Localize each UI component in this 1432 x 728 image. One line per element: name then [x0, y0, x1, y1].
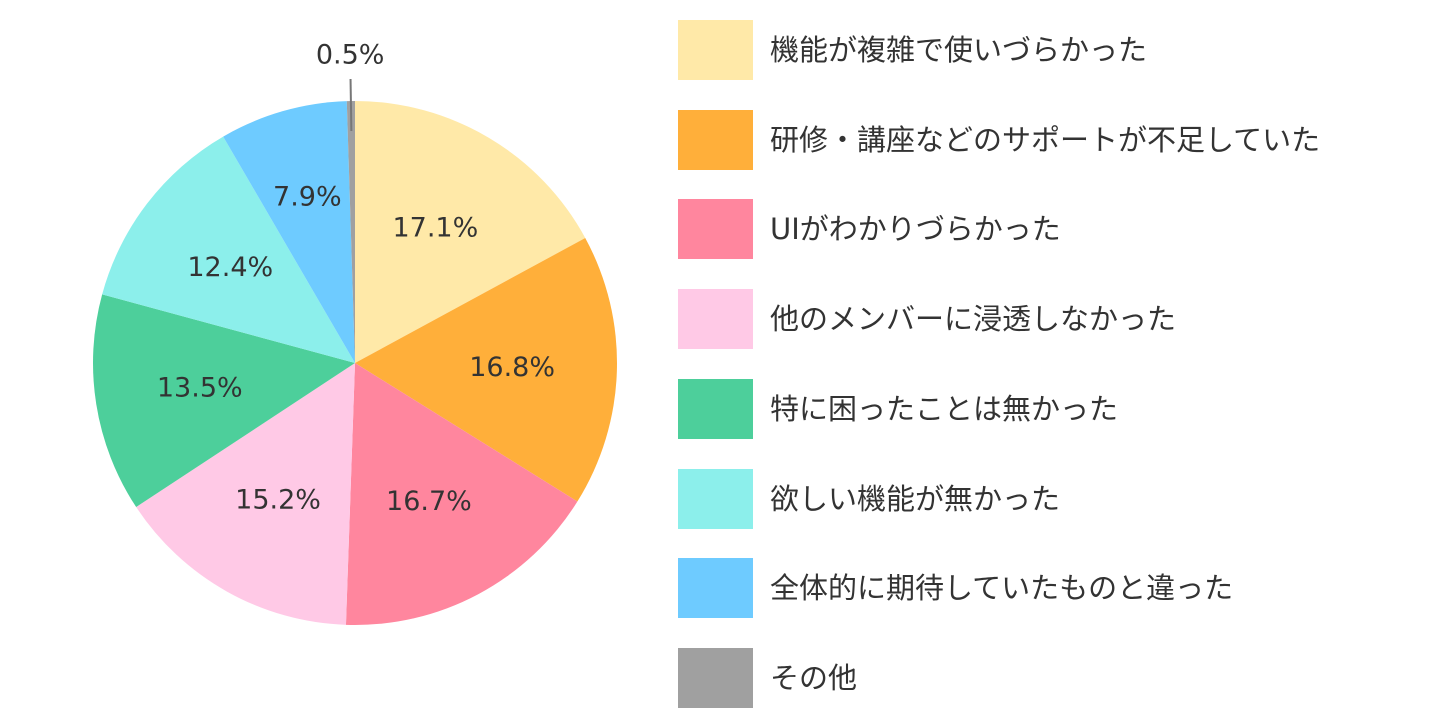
pie-slice-0 [355, 101, 586, 363]
slice-value-label-2: 16.7% [386, 486, 472, 517]
slice-value-label-6: 7.9% [273, 181, 342, 212]
legend-item-0: 機能が複雑で使いづらかった [678, 20, 1418, 80]
legend-item-2: UIがわかりづらかった [678, 199, 1418, 260]
slice-value-label-1: 16.8% [469, 352, 555, 383]
pie-slice-5 [102, 136, 355, 363]
legend-label-3: 他のメンバーに浸透しなかった [770, 302, 1177, 337]
slice-value-label-7: 0.5% [316, 40, 385, 71]
legend-item-3: 他のメンバーに浸透しなかった [678, 289, 1418, 350]
legend-label-4: 特に困ったことは無かった [770, 391, 1119, 426]
legend-swatch-4 [678, 378, 753, 439]
pie-slice-2 [345, 363, 578, 625]
legend-swatch-7 [678, 647, 753, 708]
legend-swatch-3 [678, 289, 753, 350]
legend-label-5: 欲しい機能が無かった [770, 481, 1061, 516]
legend-swatch-2 [678, 199, 753, 260]
legend-swatch-6 [678, 558, 753, 619]
slice-value-label-0: 17.1% [392, 212, 478, 243]
pie-slice-7 [346, 101, 355, 363]
legend-item-1: 研修・講座などのサポートが不足していた [678, 109, 1418, 170]
slice-value-label-3: 15.2% [235, 485, 321, 516]
slice-value-label-5: 12.4% [187, 252, 273, 283]
legend-label-7: その他 [770, 660, 858, 695]
legend-swatch-1 [678, 109, 753, 170]
legend-label-0: 機能が複雑で使いづらかった [770, 33, 1148, 67]
legend-item-6: 全体的に期待していたものと違った [678, 558, 1418, 619]
legend-label-1: 研修・講座などのサポートが不足していた [770, 122, 1321, 157]
pie-slice-6 [223, 101, 355, 363]
legend-swatch-5 [678, 468, 753, 529]
legend-item-5: 欲しい機能が無かった [678, 468, 1418, 529]
leader-line-7 [349, 79, 353, 132]
pie-chart: 17.1% 16.8% 16.7% 15.2% 13.5% 12.4% 7.9% 0.5% [93, 40, 617, 625]
legend-label-6: 全体的に期待していたものと違った [770, 571, 1234, 606]
legend-swatch-0 [678, 20, 753, 80]
legend-label-2: UIがわかりづらかった [770, 212, 1061, 247]
slice-value-label-4: 13.5% [157, 372, 243, 403]
pie-slice-3 [136, 363, 355, 625]
legend-item-7: その他 [678, 647, 1418, 708]
pie-slice-1 [355, 237, 617, 502]
pie-slice-4 [93, 294, 356, 508]
legend-item-4: 特に困ったことは無かった [678, 378, 1418, 439]
